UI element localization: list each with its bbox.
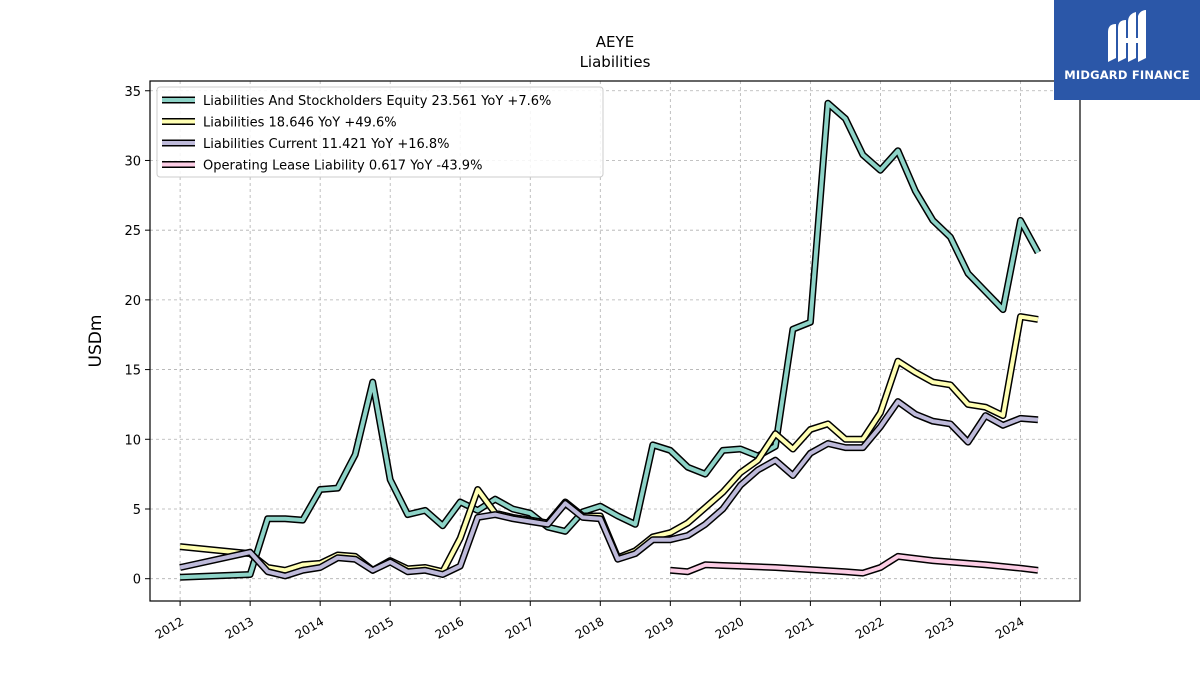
y-tick-label: 20 bbox=[124, 294, 141, 309]
plot-frame bbox=[149, 80, 1081, 602]
x-tick-label: 2016 bbox=[433, 614, 466, 641]
legend-label: Liabilities And Stockholders Equity 23.5… bbox=[203, 94, 551, 109]
x-tick-label: 2019 bbox=[643, 614, 676, 641]
legend-item: Liabilities And Stockholders Equity 23.5… bbox=[162, 94, 551, 109]
legend-label: Operating Lease Liability 0.617 YoY -43.… bbox=[203, 159, 482, 174]
x-tick-label: 2014 bbox=[293, 614, 326, 641]
x-tick-label: 2022 bbox=[853, 614, 886, 641]
y-tick-label: 30 bbox=[124, 154, 141, 169]
y-tick-label: 15 bbox=[124, 364, 141, 379]
x-tick-label: 2021 bbox=[783, 614, 816, 641]
x-tick-label: 2015 bbox=[363, 614, 396, 641]
x-tick-label: 2012 bbox=[153, 614, 186, 641]
legend-item: Operating Lease Liability 0.617 YoY -43.… bbox=[162, 159, 482, 174]
series-2 bbox=[179, 398, 1039, 580]
logo-text: MIDGARD FINANCE bbox=[1064, 68, 1190, 82]
y-tick-label: 25 bbox=[124, 224, 141, 239]
chart-title: AEYE bbox=[596, 33, 634, 51]
series-line bbox=[180, 101, 1040, 580]
y-axis: 0 5 10 15 20 25 30 35 bbox=[124, 85, 150, 588]
series-line bbox=[670, 554, 1039, 576]
series-3 bbox=[670, 552, 1039, 577]
series-layer bbox=[179, 99, 1042, 581]
y-tick-label: 5 bbox=[133, 503, 141, 518]
legend-label: Liabilities 18.646 YoY +49.6% bbox=[203, 116, 397, 131]
series-line-outline bbox=[179, 398, 1039, 580]
x-tick-label: 2024 bbox=[993, 614, 1026, 641]
legend-item: Liabilities 18.646 YoY +49.6% bbox=[162, 116, 397, 131]
legend: Liabilities And Stockholders Equity 23.5… bbox=[156, 86, 604, 178]
series-0 bbox=[179, 99, 1042, 581]
legend-item: Liabilities Current 11.421 YoY +16.8% bbox=[162, 137, 450, 152]
chart-subtitle: Liabilities bbox=[580, 53, 651, 71]
midgard-finance-logo: MIDGARD FINANCE bbox=[1054, 0, 1200, 100]
y-axis-label: USDm bbox=[86, 315, 106, 368]
series-line bbox=[179, 399, 1039, 578]
y-tick-label: 35 bbox=[124, 85, 141, 100]
x-axis: 2012 2013 2014 2015 2016 2017 2018 2019 2020 2021… bbox=[153, 601, 1027, 642]
legend-box bbox=[156, 86, 604, 178]
legend-label: Liabilities Current 11.421 YoY +16.8% bbox=[203, 137, 450, 152]
y-tick-label: 10 bbox=[124, 433, 141, 448]
x-tick-label: 2018 bbox=[573, 614, 606, 641]
x-tick-label: 2023 bbox=[923, 614, 956, 641]
x-tick-label: 2020 bbox=[713, 614, 746, 641]
midgard-logo-icon bbox=[1108, 10, 1146, 62]
x-tick-label: 2013 bbox=[223, 614, 256, 641]
x-tick-label: 2017 bbox=[503, 614, 536, 641]
y-tick-label: 0 bbox=[133, 573, 141, 588]
